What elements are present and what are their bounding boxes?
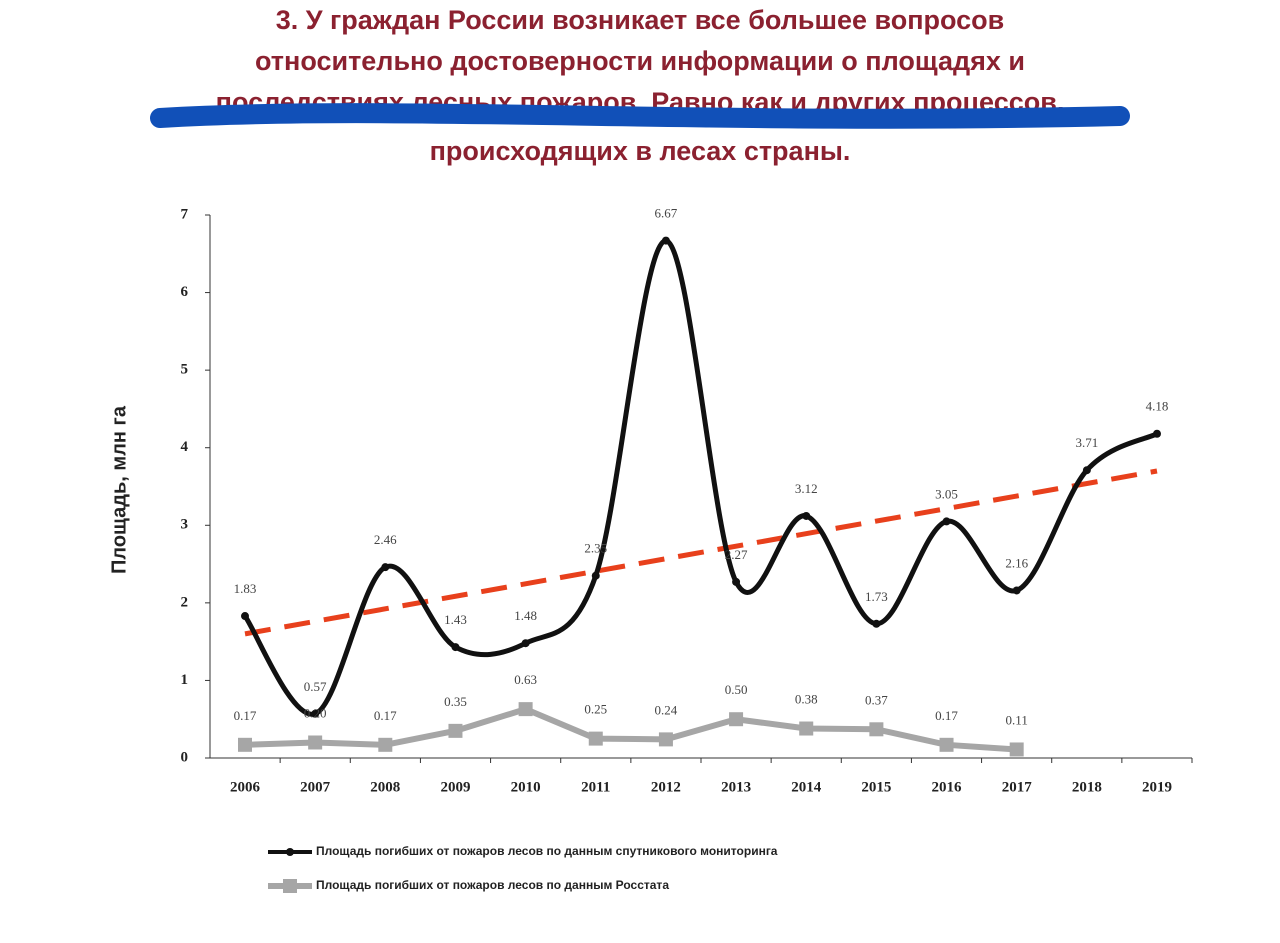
data-label: 1.43 [444, 612, 467, 627]
y-tick-label: 3 [181, 517, 189, 533]
data-label: 2.35 [584, 541, 607, 556]
point [448, 723, 463, 738]
legend-label: Площадь погибших от пожаров лесов по дан… [316, 844, 778, 858]
data-label: 1.83 [234, 581, 257, 596]
series-line [242, 238, 1159, 717]
y-axis-label: Площадь, млн га [108, 405, 130, 574]
x-tick-label: 2018 [1072, 779, 1102, 795]
x-tick-label: 2019 [1142, 779, 1172, 795]
data-label: 1.48 [514, 608, 537, 623]
point [869, 722, 884, 737]
y-tick-label: 5 [181, 362, 189, 378]
point [381, 563, 390, 572]
data-label: 0.38 [795, 692, 818, 707]
scribble [150, 103, 1130, 129]
y-tick-label: 0 [181, 749, 189, 765]
data-label: 0.17 [935, 708, 958, 723]
data-label: 2.16 [1005, 555, 1028, 570]
title-line: происходящих в лесах страны. [430, 136, 851, 166]
point [729, 712, 744, 727]
title-line: относительно достоверности информации о … [255, 46, 1025, 76]
point [942, 517, 951, 526]
point [1153, 429, 1161, 438]
point [311, 709, 320, 718]
series-line [244, 706, 1017, 753]
point [658, 732, 673, 747]
point [802, 511, 811, 520]
x-tick-label: 2015 [861, 779, 891, 795]
x-tick-label: 2008 [370, 779, 400, 795]
data-label: 0.20 [304, 705, 327, 720]
point [378, 737, 393, 752]
title: 3. У граждан России возникает все больше… [216, 5, 1065, 166]
point [661, 236, 670, 245]
legend-marker [286, 848, 294, 856]
data-label: 0.11 [1006, 712, 1028, 727]
point [872, 619, 881, 628]
data-label: 0.35 [444, 694, 467, 709]
trend-line [244, 468, 1158, 637]
x-tick-label: 2014 [791, 779, 822, 795]
data-label: 2.46 [374, 532, 397, 547]
data-label: 0.17 [234, 708, 257, 723]
point [518, 702, 533, 717]
point [308, 735, 323, 750]
x-tick-label: 2007 [300, 779, 331, 795]
point [588, 731, 603, 746]
legend-marker [283, 879, 297, 893]
y-tick-label: 7 [181, 206, 189, 222]
y-tick-label: 2 [181, 594, 189, 610]
point [939, 737, 954, 752]
y-tick-label: 4 [181, 439, 189, 455]
x-tick-label: 2017 [1002, 779, 1033, 795]
point [241, 612, 249, 621]
point [238, 737, 252, 752]
title-line: 3. У граждан России возникает все больше… [276, 5, 1005, 35]
data-label: 6.67 [655, 206, 678, 221]
data-label: 0.63 [514, 672, 537, 687]
data-label: 3.05 [935, 486, 958, 501]
data-label: 3.12 [795, 481, 818, 496]
data-label: 0.17 [374, 708, 397, 723]
data-label: 0.57 [304, 679, 327, 694]
x-tick-label: 2011 [581, 779, 610, 795]
data-label: 4.18 [1146, 399, 1169, 414]
legend-label: Площадь погибших от пожаров лесов по дан… [316, 878, 669, 892]
y-tick-label: 1 [181, 672, 189, 688]
point [1012, 586, 1021, 595]
data-label: 3.71 [1075, 435, 1098, 450]
data-label: 0.25 [584, 702, 607, 717]
x-tick-label: 2016 [932, 779, 963, 795]
data-label: 0.37 [865, 692, 888, 707]
data-label: 0.24 [655, 702, 678, 717]
point [451, 643, 460, 652]
data-label: 2.27 [725, 547, 748, 562]
x-tick-label: 2009 [440, 779, 470, 795]
point [799, 721, 814, 736]
x-tick-label: 2013 [721, 779, 751, 795]
point [1082, 466, 1091, 475]
data-label: 0.50 [725, 682, 748, 697]
data-label: 1.73 [865, 589, 888, 604]
y-tick-label: 6 [181, 284, 189, 300]
point [732, 577, 741, 586]
x-tick-label: 2010 [511, 779, 541, 795]
point [521, 639, 530, 648]
point [1009, 742, 1024, 757]
x-tick-label: 2006 [230, 779, 261, 795]
x-tick-label: 2012 [651, 779, 681, 795]
point [591, 571, 600, 580]
